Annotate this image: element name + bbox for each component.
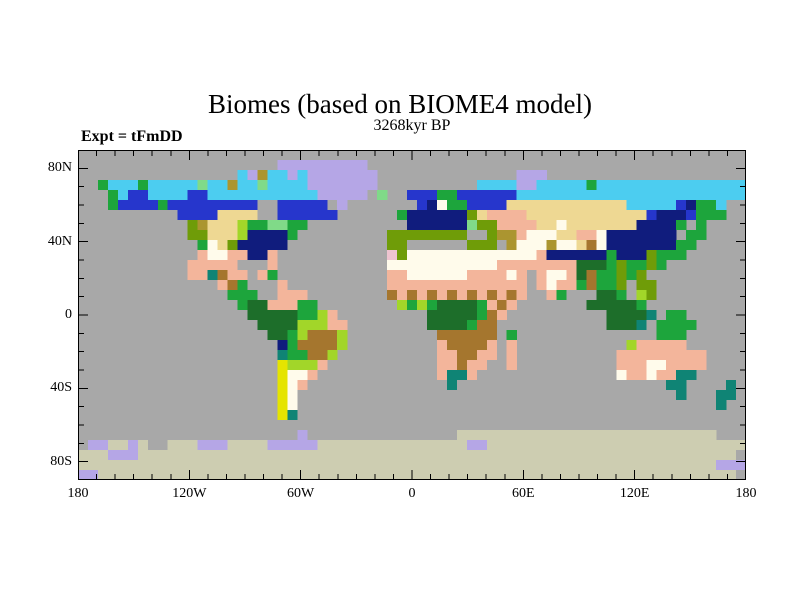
biome-map-canvas bbox=[78, 150, 746, 480]
experiment-label: Expt = tFmDD bbox=[81, 128, 183, 145]
x-axis-tick-label: 120E bbox=[619, 486, 650, 501]
y-axis-tick-label: 0 bbox=[65, 307, 72, 322]
figure-subtitle: 3268kyr BP bbox=[373, 117, 451, 134]
x-axis-tick-label: 0 bbox=[408, 486, 416, 501]
x-axis-tick-label: 180 bbox=[67, 486, 89, 501]
map-frame bbox=[78, 150, 746, 480]
x-axis-tick-label: 60E bbox=[512, 486, 535, 501]
biome-map-plot bbox=[78, 150, 746, 480]
y-axis-tick-label: 80N bbox=[47, 160, 72, 176]
y-axis-tick-label: 40S bbox=[50, 380, 72, 396]
figure-title: Biomes (based on BIOME4 model) bbox=[208, 89, 592, 119]
x-axis-tick-label: 60W bbox=[287, 486, 315, 501]
x-axis-tick-label: 120W bbox=[172, 486, 207, 501]
axis-ticks bbox=[78, 150, 746, 480]
y-axis-tick-label: 80S bbox=[50, 453, 72, 469]
x-axis-tick-label: 180 bbox=[735, 486, 757, 501]
y-axis-tick-label: 40N bbox=[47, 233, 72, 249]
